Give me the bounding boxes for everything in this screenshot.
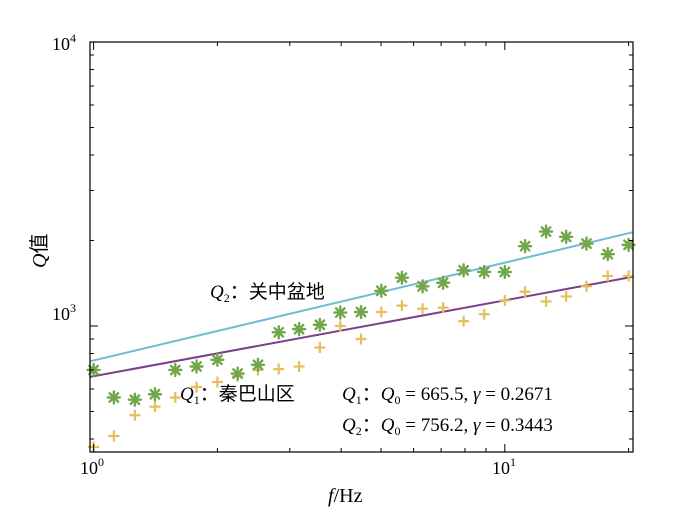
q2-point — [271, 325, 286, 340]
q2-fit-equation: Q2：Q0 = 756.2, γ = 0.3443 — [342, 415, 553, 438]
q2-region-label: Q2：关中盆地 — [210, 281, 325, 305]
q1-fit-equation: Q1：Q0 = 665.5, γ = 0.2671 — [342, 384, 553, 407]
plot-frame — [89, 41, 634, 453]
q1-point — [375, 306, 387, 318]
q1-point — [293, 361, 305, 373]
q1-point — [149, 401, 161, 413]
q2-point — [127, 392, 143, 407]
q2-point — [538, 224, 554, 239]
q2-point — [558, 229, 574, 245]
y-axis-label: Q值 — [28, 234, 51, 268]
q2-point — [210, 352, 225, 368]
q1-fit-line — [89, 275, 634, 378]
q2-point — [476, 264, 492, 280]
q1-point — [560, 291, 572, 303]
q1-point — [129, 409, 141, 421]
q1-point — [169, 392, 181, 404]
q1-point — [314, 341, 326, 353]
q2-point — [312, 317, 328, 332]
data-markers — [86, 224, 636, 453]
q1-point — [437, 302, 449, 314]
q2-point — [147, 387, 163, 402]
q1-point — [499, 294, 511, 306]
q2-point — [230, 366, 245, 381]
q2-point — [106, 390, 122, 405]
q2-point — [579, 236, 594, 251]
q1-point — [580, 280, 592, 292]
q1-region-label: Q1：秦巴山区 — [180, 383, 295, 407]
q1-point — [602, 270, 614, 282]
q1-point — [519, 286, 531, 298]
q2-point — [497, 264, 513, 280]
q1-point — [355, 333, 367, 345]
q2-point — [189, 359, 204, 374]
xtick-label-10: 101 — [492, 455, 516, 478]
axis-ticks — [90, 41, 633, 452]
q2-point — [250, 357, 266, 373]
q1-point — [396, 300, 408, 312]
fit-lines — [89, 231, 634, 378]
q1-point — [273, 363, 285, 375]
q2-point — [394, 270, 410, 285]
q1-point — [478, 308, 490, 320]
q1-point — [108, 430, 120, 442]
q2-point — [517, 238, 533, 254]
q2-point — [415, 279, 430, 294]
q2-point — [374, 283, 389, 299]
q1-point — [623, 270, 635, 282]
ytick-label-1000: 103 — [52, 301, 76, 324]
q2-point — [291, 321, 307, 337]
q2-point — [333, 305, 348, 320]
q2-point — [353, 304, 369, 320]
ytick-label-10000: 104 — [52, 31, 76, 54]
q2-point — [600, 246, 615, 262]
q1-point — [458, 315, 470, 327]
x-axis-label: f/Hz — [328, 485, 363, 507]
q2-point — [456, 263, 471, 278]
q2-point — [435, 275, 451, 290]
q1-point — [191, 381, 203, 393]
q1-point — [334, 320, 346, 332]
q1-point — [417, 303, 429, 315]
q2-fit-line — [89, 231, 634, 363]
q2-point — [168, 362, 183, 378]
xtick-label-1: 100 — [80, 455, 104, 478]
q1-point — [540, 295, 552, 307]
q1-point — [211, 376, 223, 388]
